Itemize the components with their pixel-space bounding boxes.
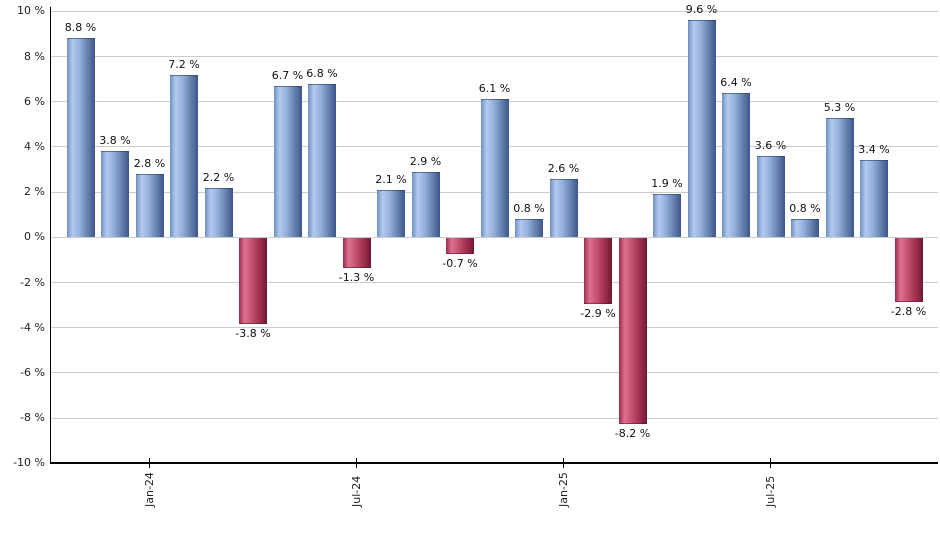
bar-positive [480, 99, 509, 238]
bar-negative [584, 238, 612, 304]
gridline [51, 282, 938, 283]
bar-negative [239, 238, 267, 325]
bar-value-label: 7.2 % [168, 57, 200, 71]
bar-value-label: 3.8 % [99, 134, 131, 148]
bar-value-label: -1.3 % [338, 270, 375, 284]
y-tick-label: 4 % [24, 139, 45, 153]
bar-value-label: 5.3 % [823, 100, 856, 114]
x-tick-label: Jan-24 [143, 472, 156, 507]
bar-value-label: 3.6 % [754, 138, 787, 152]
bar-negative [342, 238, 371, 268]
y-tick-label: -4 % [20, 320, 45, 334]
gridline [51, 10, 938, 12]
bar-positive [515, 219, 543, 238]
y-tick-label: -2 % [20, 275, 45, 289]
bar-value-label: 2.9 % [409, 154, 442, 168]
gridline [51, 236, 938, 238]
bar-value-label: 6.8 % [306, 66, 338, 80]
gridline [51, 417, 938, 419]
y-axis-line [50, 7, 51, 464]
bar-value-label: 8.8 % [64, 21, 97, 35]
bar-value-label: 9.6 % [685, 3, 718, 17]
bar-positive [722, 92, 750, 238]
y-tick-label: 2 % [24, 185, 45, 199]
bar-positive [411, 171, 440, 238]
bar-value-label: -2.8 % [890, 304, 927, 318]
bar-positive [756, 155, 785, 238]
y-tick-label: -6 % [20, 365, 45, 379]
bar-positive [860, 160, 888, 238]
bar-negative [446, 238, 474, 255]
y-tick-label: 0 % [24, 230, 45, 244]
gridline [51, 327, 938, 329]
bar-positive [135, 174, 164, 238]
x-axis-line [50, 461, 938, 464]
bar-positive [377, 189, 405, 238]
bar-value-label: -3.8 % [235, 327, 271, 341]
bar-positive [653, 194, 681, 238]
bar-positive [687, 20, 716, 238]
bar-positive [308, 83, 336, 238]
bar-value-label: 3.4 % [858, 143, 890, 157]
gridline [51, 372, 938, 374]
x-tick-label: Jul-24 [350, 475, 363, 507]
bar-value-label: -8.2 % [614, 426, 651, 440]
bar-value-label: 2.8 % [133, 157, 166, 171]
gridline [51, 56, 938, 57]
bar-positive [549, 178, 578, 238]
bar-value-label: -2.9 % [580, 306, 616, 320]
bar-value-label: 2.1 % [375, 172, 407, 186]
y-tick-label: -8 % [20, 411, 45, 425]
x-tick-mark [563, 457, 564, 468]
bar-value-label: 1.9 % [651, 177, 683, 191]
bar-positive [273, 85, 302, 238]
bar-value-label: 2.2 % [202, 170, 235, 184]
x-tick-label: Jul-25 [764, 475, 777, 507]
bar-negative [894, 238, 923, 302]
y-tick-label: 6 % [24, 94, 45, 108]
bar-positive [170, 74, 198, 238]
bar-value-label: -0.7 % [442, 257, 478, 271]
bar-value-label: 2.6 % [547, 161, 580, 175]
bar-positive [204, 187, 233, 238]
bar-value-label: 6.1 % [478, 82, 511, 96]
x-tick-mark [770, 457, 771, 468]
bar-positive [825, 117, 854, 238]
x-tick-mark [356, 457, 357, 468]
bar-positive [101, 151, 129, 238]
bar-negative [618, 238, 647, 424]
bar-positive [791, 219, 819, 238]
x-tick-label: Jan-25 [557, 472, 570, 507]
bar-value-label: 6.4 % [720, 75, 752, 89]
x-tick-mark [149, 457, 150, 468]
bar-positive [66, 38, 95, 238]
bar-value-label: 0.8 % [789, 202, 821, 216]
y-tick-label: 10 % [17, 4, 45, 18]
y-tick-label: -10 % [13, 456, 45, 470]
y-tick-label: 8 % [24, 49, 45, 63]
bar-value-label: 6.7 % [271, 68, 304, 82]
bar-value-label: 0.8 % [513, 202, 545, 216]
